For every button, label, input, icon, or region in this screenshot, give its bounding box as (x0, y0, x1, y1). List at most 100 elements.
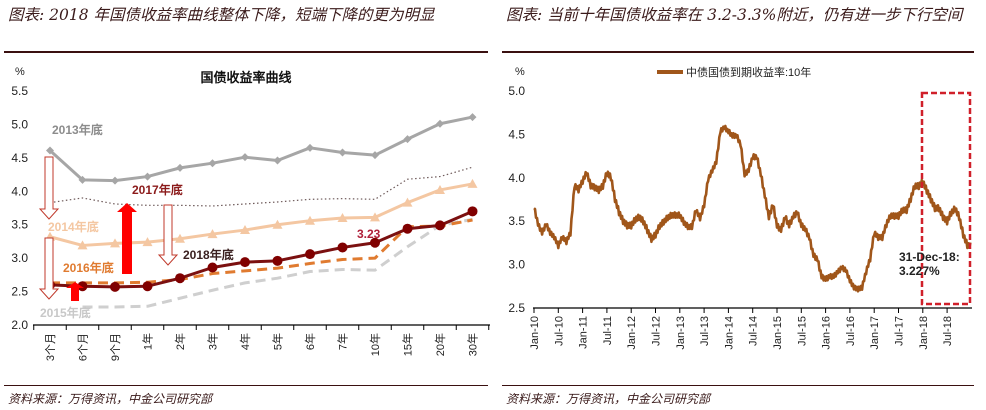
data-point-diamond (273, 156, 282, 165)
x-tick-label: 10年 (368, 333, 382, 356)
annotation-label_2014: 2014年底 (48, 219, 99, 234)
series-line-2014年底 (49, 182, 473, 247)
right-source: 资料来源：万得资讯，中金公司研究部 (506, 392, 711, 406)
y-tick-label: 4.0 (11, 184, 28, 198)
data-point-diamond (241, 153, 249, 162)
x-tick-label: Jan-18 (918, 316, 930, 350)
y-tick-label: 4.5 (11, 151, 28, 165)
data-point-circle (435, 220, 445, 231)
data-point-triangle (272, 219, 283, 229)
y-unit-label: % (15, 66, 25, 78)
x-tick-label: Jul-16 (845, 316, 857, 346)
series-line-2016年底 (50, 218, 473, 285)
x-tick-label: 3个月 (44, 333, 57, 361)
right-caption: 图表: 当前十年国债收益率在 3.2-3.3%附近，仍有进一步下行空间 (506, 6, 963, 24)
x-tick-label: Jul-12 (651, 316, 663, 346)
annotation-label_2017: 2017年底 (132, 182, 183, 197)
annotation-label_2015: 2015年底 (40, 305, 91, 320)
x-tick-label: 20年 (433, 333, 447, 356)
filled-up-arrow (66, 282, 84, 301)
x-tick-label: Jan-11 (578, 316, 590, 349)
data-point-diamond (436, 119, 444, 128)
x-tick-label: Jul-14 (748, 316, 760, 346)
right-bottom-divider (502, 385, 974, 386)
data-point-diamond (338, 148, 347, 157)
annotation-value: 3.227% (899, 264, 940, 278)
x-tick-label: Jan-16 (821, 316, 833, 350)
left-bottom-divider (4, 385, 488, 386)
data-point-circle (240, 257, 250, 268)
y-tick-label: 2.5 (11, 285, 28, 299)
data-point-circle (175, 273, 185, 284)
series-line-2017年底 (49, 166, 473, 207)
data-point-triangle (337, 213, 348, 223)
x-tick-label: Jan-14 (723, 316, 735, 350)
x-tick-label: 3年 (206, 333, 220, 350)
data-point-triangle (77, 240, 88, 250)
annotation-label_2018: 2018年底 (183, 247, 234, 262)
right-top-divider (502, 51, 974, 53)
data-point-diamond (176, 163, 184, 172)
annotation-date: 31-Dec-18: (899, 250, 960, 264)
data-point-circle (272, 255, 283, 266)
data-point-diamond (208, 159, 217, 168)
y-unit-label: % (515, 66, 525, 78)
data-point-diamond (306, 143, 314, 152)
hollow-down-arrow (157, 204, 179, 266)
data-point-triangle (240, 225, 250, 235)
y-tick-label: 5.5 (11, 84, 28, 98)
x-tick-label: Jul-15 (796, 316, 808, 346)
x-tick-label: Jul-13 (699, 316, 711, 346)
annotation-label_2016: 2016年底 (63, 260, 114, 275)
x-tick-label: 9个月 (109, 333, 122, 361)
data-point-circle (207, 262, 218, 273)
hollow-down-arrow (38, 156, 60, 220)
x-tick-label: 5年 (271, 333, 285, 350)
data-point-diamond (468, 113, 477, 122)
y-tick-label: 3.5 (508, 214, 525, 228)
data-point-circle (110, 281, 120, 292)
y-tick-label: 3.0 (508, 258, 525, 272)
series-line-2018年底 (49, 209, 474, 289)
x-tick-label: Jul-10 (553, 316, 565, 346)
x-tick-label: Jan-15 (772, 316, 784, 350)
filled-up-arrow (117, 203, 137, 274)
data-point-circle (402, 223, 413, 234)
data-point-circle (337, 242, 348, 253)
data-point-triangle (142, 237, 153, 247)
x-tick-label: Jan-17 (869, 316, 881, 350)
x-tick-label: 2年 (173, 333, 187, 350)
chart-title: 国债收益率曲线 (200, 70, 291, 85)
annotation-label_2013: 2013年底 (52, 122, 103, 137)
x-tick-label: 30年 (466, 333, 480, 356)
left-top-divider (4, 51, 488, 53)
x-tick-label: Jan-12 (626, 316, 638, 350)
data-point-circle (467, 206, 478, 217)
data-point-diamond (403, 135, 412, 144)
data-point-circle (305, 249, 315, 260)
y-tick-label: 4.5 (508, 127, 525, 141)
data-point-triangle (175, 233, 185, 243)
data-point-diamond (78, 175, 87, 184)
y-tick-label: 2.0 (11, 318, 28, 332)
data-point-circle (370, 237, 380, 248)
x-tick-label: 1年 (141, 333, 155, 350)
y-tick-label: 3.5 (11, 218, 28, 232)
x-tick-label: 4年 (238, 333, 252, 350)
x-tick-label: Jul-17 (894, 316, 906, 346)
legend-label: 中债国债到期收益率:10年 (686, 65, 811, 79)
y-tick-label: 4.0 (508, 171, 525, 185)
x-tick-label: Jan-13 (675, 316, 687, 350)
data-point-triangle (467, 178, 478, 188)
x-tick-label: 6年 (303, 333, 317, 350)
highlight-box-2018 (920, 91, 972, 306)
data-point-diamond (46, 146, 54, 155)
left-source: 资料来源：万得资讯，中金公司研究部 (8, 392, 213, 406)
data-point-circle (142, 281, 153, 292)
annotation-value-10y: 3.23 (357, 227, 381, 241)
data-point-triangle (110, 238, 120, 248)
x-tick-label: Jan-10 (529, 316, 541, 350)
y-tick-label: 2.5 (508, 301, 525, 315)
data-point-circle (77, 281, 88, 292)
